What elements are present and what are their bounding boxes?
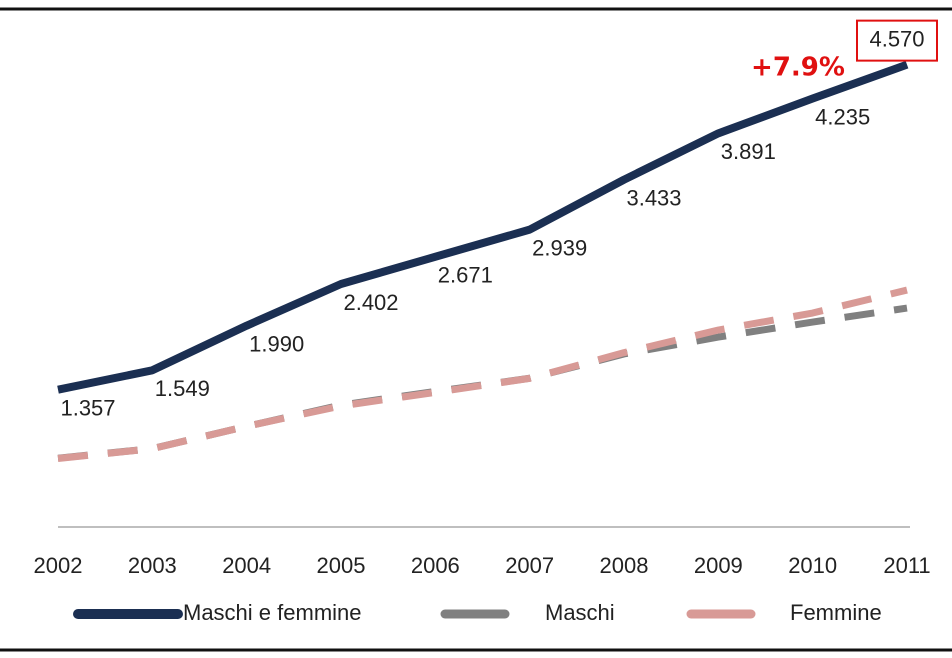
data-label: 2.939 <box>532 235 587 260</box>
x-tick-label: 2003 <box>128 553 177 578</box>
data-label: 1.549 <box>155 376 210 401</box>
data-label: 2.671 <box>438 263 493 288</box>
x-tick-label: 2007 <box>505 553 554 578</box>
legend-label: Maschi e femmine <box>183 600 362 625</box>
x-tick-label: 2011 <box>883 553 930 578</box>
annotation: +7.9% <box>751 53 845 83</box>
data-label: 4.235 <box>815 104 870 129</box>
x-tick-label: 2005 <box>317 553 366 578</box>
data-label: 1.990 <box>249 331 304 356</box>
data-label: 3.433 <box>626 185 681 210</box>
x-tick-label: 2002 <box>34 553 83 578</box>
series-line <box>57 286 908 462</box>
series-line <box>57 60 909 394</box>
x-tick-label: 2006 <box>411 553 460 578</box>
x-tick-label: 2010 <box>788 553 837 578</box>
legend-label: Maschi <box>545 600 615 625</box>
data-label: 2.402 <box>343 290 398 315</box>
data-label: 3.891 <box>721 139 776 164</box>
x-tick-label: 2004 <box>222 553 271 578</box>
data-label: 1.357 <box>60 396 115 421</box>
x-tick-label: 2009 <box>694 553 743 578</box>
data-label: 4.570 <box>869 26 924 51</box>
highlight-box <box>856 19 938 62</box>
legend-label: Femmine <box>790 600 882 625</box>
series-line <box>57 304 908 462</box>
x-tick-label: 2008 <box>600 553 649 578</box>
